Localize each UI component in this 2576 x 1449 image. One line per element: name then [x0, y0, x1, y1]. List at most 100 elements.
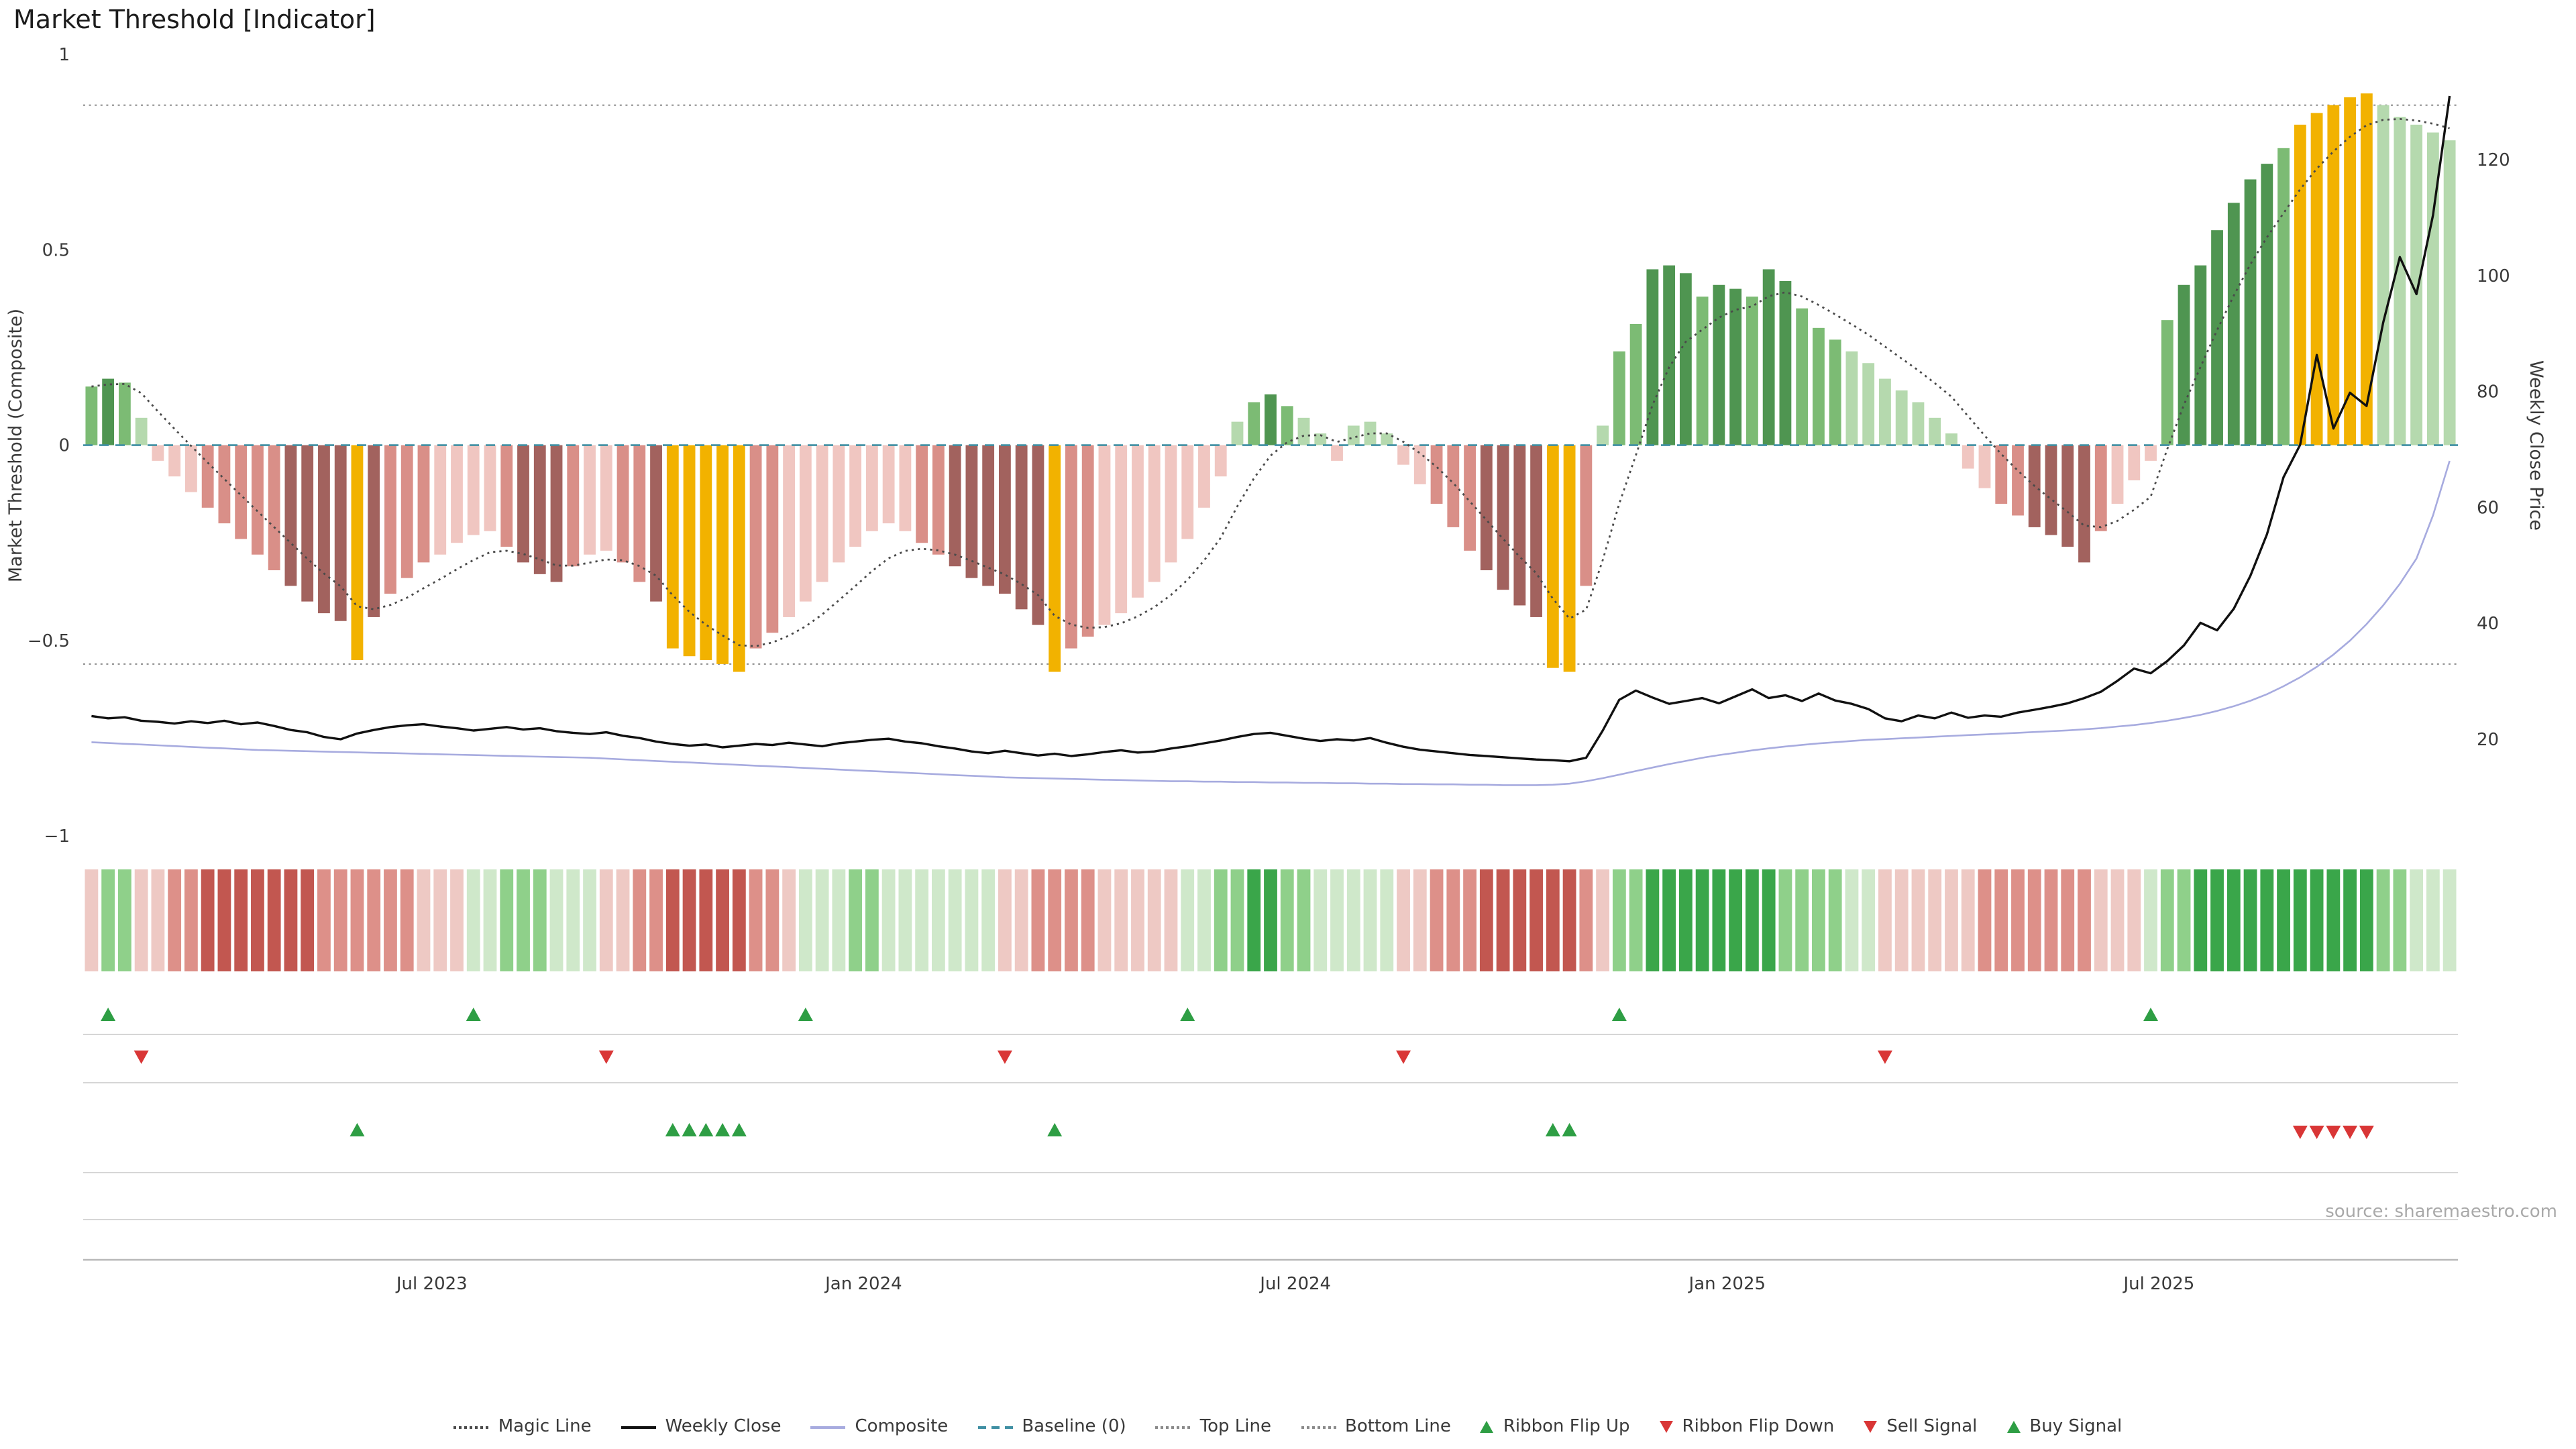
threshold-bar	[102, 378, 115, 445]
sell-signals	[2292, 1126, 2374, 1139]
ribbon-bar	[815, 869, 829, 971]
threshold-bar	[2194, 265, 2207, 445]
threshold-bar	[1746, 297, 1758, 445]
threshold-bar	[2377, 105, 2390, 445]
legend-label: Ribbon Flip Up	[1503, 1417, 1630, 1437]
triangle-down-icon	[1659, 1421, 1673, 1433]
threshold-bar	[2078, 445, 2090, 563]
ribbon-bar	[517, 869, 530, 971]
ribbon-bar	[1845, 869, 1859, 971]
threshold-bar	[1796, 308, 1809, 445]
threshold-bar	[2145, 445, 2157, 461]
ribbon-bar	[2393, 869, 2407, 971]
ribbon-bar	[566, 869, 580, 971]
x-tick-label: Jul 2024	[1258, 1274, 1331, 1294]
y-right-tick-label: 100	[2477, 266, 2510, 286]
ribbon-bar	[1181, 869, 1195, 971]
threshold-bar	[749, 445, 762, 649]
threshold-bar	[1198, 445, 1210, 508]
ribbon-bar	[2210, 869, 2224, 971]
legend-label: Top Line	[1199, 1417, 1271, 1437]
threshold-bar	[517, 445, 529, 563]
solid-line-icon	[810, 1426, 846, 1428]
buy-signal-icon	[715, 1123, 731, 1136]
ribbon-bar	[367, 869, 381, 971]
ribbon-bar	[500, 869, 514, 971]
ribbon-bar	[2376, 869, 2390, 971]
y-left-axis-label: Market Threshold (Composite)	[5, 309, 26, 582]
ribbon-bar	[2326, 869, 2341, 971]
ribbon-bar	[1729, 869, 1743, 971]
ribbon-flip-up-icon	[101, 1008, 116, 1021]
threshold-bar	[334, 445, 347, 621]
x-tick-labels: Jul 2023 Jan 2024 Jul 2024 Jan 2025 Jul 2025	[395, 1274, 2194, 1294]
threshold-bar	[1995, 445, 2008, 504]
threshold-bar	[1430, 445, 1443, 504]
ribbon-flip-up-icon	[2143, 1008, 2159, 1021]
threshold-bar	[351, 445, 364, 661]
threshold-bar	[1181, 445, 1194, 539]
ribbon-bar	[1878, 869, 1892, 971]
buy-signal-icon	[350, 1123, 365, 1136]
ribbon-bar	[1795, 869, 1809, 971]
threshold-bar	[650, 445, 662, 602]
threshold-bar	[2310, 113, 2323, 445]
legend-label: Buy Signal	[2029, 1417, 2123, 1437]
legend-label: Ribbon Flip Down	[1682, 1417, 1835, 1437]
threshold-bar	[451, 445, 463, 543]
sell-signal-icon	[2359, 1126, 2374, 1139]
threshold-bar	[1381, 433, 1393, 445]
ribbon-bar	[1911, 869, 1925, 971]
ribbon-bar	[1230, 869, 1244, 971]
ribbon-bar	[1762, 869, 1776, 971]
threshold-bar	[1397, 445, 1409, 465]
x-tick-label: Jul 2025	[2122, 1274, 2194, 1294]
y-left-tick-label: 0.5	[42, 240, 70, 260]
threshold-bar	[1713, 284, 1725, 445]
threshold-bar	[1779, 280, 1792, 445]
y-left-tick-label: 0	[58, 436, 70, 456]
ribbon-bar	[2226, 869, 2241, 971]
y-right-axis-label: Weekly Close Price	[2526, 360, 2546, 531]
ribbon-bar	[1513, 869, 1527, 971]
threshold-bar	[152, 445, 164, 461]
sell-signal-icon	[2292, 1126, 2308, 1139]
threshold-bar	[1663, 265, 1676, 445]
threshold-bar	[1447, 445, 1460, 527]
ribbon-bar	[2277, 869, 2290, 971]
ribbon-bar	[201, 869, 215, 971]
threshold-bar	[2426, 132, 2439, 445]
ribbon-bar	[2177, 869, 2191, 971]
threshold-bar	[1895, 390, 1908, 445]
threshold-bar	[218, 445, 231, 524]
threshold-bar	[1314, 433, 1327, 445]
threshold-bar	[1148, 445, 1161, 582]
x-tick-label: Jan 2024	[824, 1274, 902, 1294]
threshold-bar	[833, 445, 845, 563]
ribbon-bar	[1562, 869, 1576, 971]
threshold-bar	[2094, 445, 2107, 531]
ribbon-bar	[1097, 869, 1112, 971]
ribbon-bar	[2260, 869, 2274, 971]
ribbon-bar	[2127, 869, 2141, 971]
threshold-bar	[384, 445, 396, 594]
threshold-bar	[1065, 445, 1077, 649]
threshold-bar	[2045, 445, 2057, 535]
ribbon-bar	[665, 869, 680, 971]
threshold-bar	[201, 445, 214, 508]
composite-line	[91, 460, 2451, 786]
threshold-bar	[2360, 93, 2373, 445]
ribbon-bar	[1380, 869, 1394, 971]
buy-signals	[350, 1123, 1577, 1136]
threshold-bar	[1265, 394, 1277, 445]
dotted-line-icon	[1301, 1426, 1336, 1428]
threshold-bar	[1829, 339, 1841, 445]
ribbon-bar	[1197, 869, 1211, 971]
ribbon-bar	[832, 869, 846, 971]
ribbon-bar	[849, 869, 863, 971]
threshold-bar	[434, 445, 447, 555]
threshold-bar	[1597, 425, 1609, 445]
ribbon-bar	[1446, 869, 1460, 971]
threshold-bar	[567, 445, 580, 567]
